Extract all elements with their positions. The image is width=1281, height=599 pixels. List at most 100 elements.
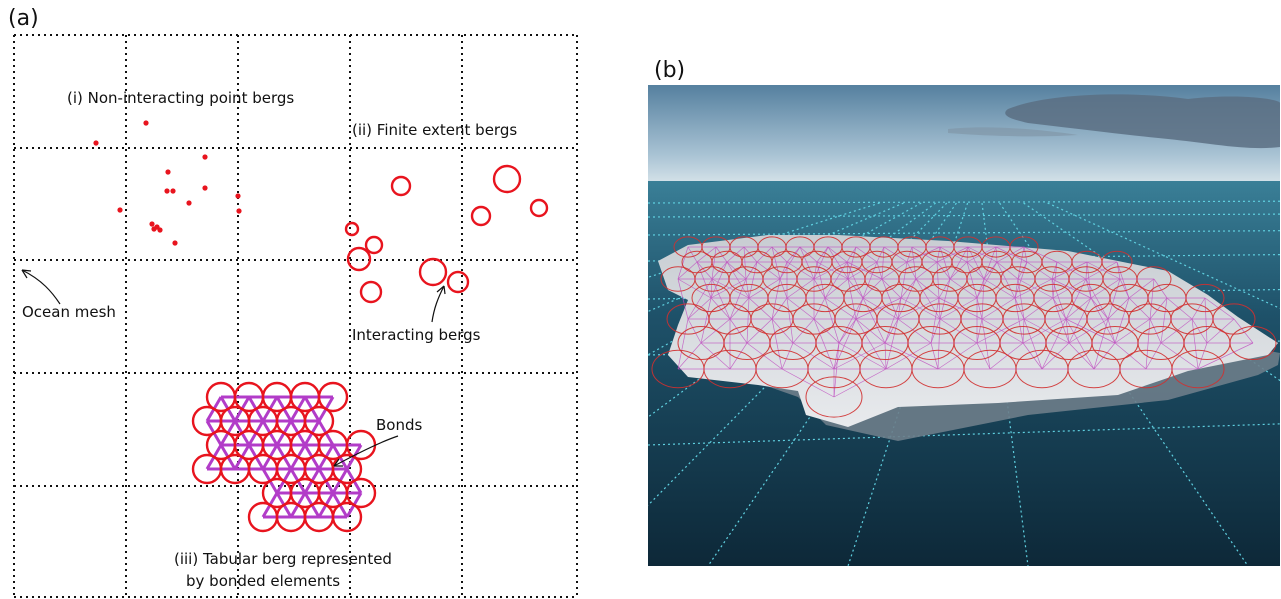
photo-bond bbox=[838, 342, 887, 370]
photo-bond bbox=[846, 261, 864, 299]
photo-bond bbox=[939, 246, 951, 280]
photo-bond bbox=[1085, 261, 1118, 280]
photo-bond bbox=[862, 297, 899, 320]
photo-bond bbox=[816, 261, 826, 299]
photo-bond bbox=[862, 278, 883, 299]
photo-bond bbox=[771, 318, 783, 370]
ocean-mesh-arrow bbox=[21, 269, 61, 305]
photo-bond bbox=[710, 261, 728, 299]
photo-bond bbox=[1065, 318, 1070, 344]
photo-bond bbox=[816, 246, 829, 263]
photo-bond bbox=[966, 246, 997, 263]
photo-bond bbox=[939, 246, 968, 263]
photo-bond bbox=[677, 342, 702, 370]
finite-berg-2 bbox=[470, 205, 492, 227]
photo-bond bbox=[786, 297, 794, 344]
tabular-element-25 bbox=[345, 477, 377, 509]
photo-bond bbox=[936, 246, 969, 263]
photo-bond bbox=[983, 278, 1016, 299]
photo-bond bbox=[745, 261, 758, 280]
tabular-element-4 bbox=[317, 381, 349, 413]
photo-bond bbox=[1233, 318, 1254, 344]
photo-bond bbox=[900, 261, 908, 299]
photo-mesh-radial-5 bbox=[707, 202, 957, 566]
interacting-arrow bbox=[431, 285, 445, 323]
photo-bond bbox=[966, 246, 969, 263]
interacting-arrowhead bbox=[436, 285, 446, 295]
photo-bond bbox=[911, 246, 938, 263]
photo-bond bbox=[1051, 261, 1058, 280]
photo-bond bbox=[996, 246, 1025, 263]
photo-bond bbox=[976, 278, 985, 299]
photo-bond bbox=[981, 297, 1016, 320]
photo-mesh-horizontal-0 bbox=[648, 200, 1280, 204]
photo-bond bbox=[983, 246, 997, 280]
photo-bond bbox=[696, 261, 713, 280]
photo-bond bbox=[711, 261, 728, 280]
photo-bond bbox=[855, 297, 864, 320]
photo-bond bbox=[1052, 297, 1067, 320]
photo-bond bbox=[729, 318, 748, 344]
photo-bond bbox=[1153, 278, 1168, 299]
finite-berg-4 bbox=[344, 221, 360, 237]
photo-bond bbox=[827, 246, 849, 280]
photo-bond bbox=[1090, 297, 1109, 320]
photo-bond bbox=[1065, 318, 1095, 370]
photo-bond bbox=[884, 297, 902, 344]
point-bergs-label: (i) Non-interacting point bergs bbox=[67, 89, 295, 107]
photo-bond bbox=[976, 342, 991, 370]
photo-bond bbox=[779, 278, 788, 299]
photo-bond bbox=[936, 261, 951, 280]
photo-bond bbox=[710, 278, 747, 299]
point-berg-9 bbox=[117, 207, 123, 213]
finite-bergs bbox=[344, 164, 549, 304]
point-berg-14 bbox=[151, 226, 157, 232]
photo-bond bbox=[1086, 261, 1092, 299]
photo-bond bbox=[967, 246, 998, 263]
photo-bond bbox=[1149, 318, 1162, 344]
photo-bond bbox=[1017, 278, 1025, 320]
photo-bond bbox=[1014, 278, 1053, 299]
photo-bond bbox=[677, 278, 689, 320]
photo-element-27 bbox=[1101, 250, 1133, 274]
photo-bond bbox=[1085, 261, 1088, 280]
photo-bond bbox=[1114, 342, 1147, 370]
photo-bond bbox=[989, 342, 1024, 370]
photo-bond bbox=[1114, 318, 1151, 344]
photo-bond bbox=[813, 318, 835, 370]
photo-bond bbox=[677, 246, 689, 280]
photo-bond bbox=[1056, 261, 1087, 280]
photo-bond bbox=[746, 342, 783, 370]
finite-berg-3 bbox=[529, 198, 549, 218]
photo-bond bbox=[838, 318, 857, 344]
interacting-bergs-label: Interacting bergs bbox=[352, 326, 481, 344]
photo-bond bbox=[745, 278, 750, 299]
photo-bond bbox=[1197, 342, 1208, 370]
photo-bond bbox=[1017, 278, 1054, 299]
photo-bond bbox=[846, 261, 883, 280]
photo-bond bbox=[1191, 318, 1208, 344]
photo-bond bbox=[771, 246, 788, 263]
photo-bond bbox=[1051, 278, 1054, 299]
panel-b-label: (b) bbox=[654, 58, 686, 83]
photo-bond bbox=[687, 278, 713, 320]
photo-bond bbox=[1145, 318, 1151, 370]
photo-bond bbox=[726, 261, 750, 299]
photo-bond bbox=[1149, 278, 1155, 320]
photo-bond bbox=[847, 261, 878, 280]
photo-bond bbox=[846, 261, 849, 280]
photo-bond bbox=[1090, 278, 1121, 299]
photo-bond bbox=[1093, 342, 1116, 370]
point-berg-8 bbox=[235, 193, 241, 199]
photo-bond bbox=[996, 261, 1016, 299]
photo-bond bbox=[677, 278, 712, 299]
photo-bond bbox=[1191, 297, 1206, 320]
photo-bond bbox=[1085, 278, 1092, 299]
photo-bond bbox=[1128, 297, 1151, 320]
photo-bond bbox=[1022, 318, 1067, 344]
photo-bond bbox=[1086, 261, 1121, 280]
photo-element-94 bbox=[1171, 349, 1225, 389]
photo-element-56 bbox=[1185, 283, 1225, 313]
photo-bond bbox=[930, 318, 941, 344]
photo-bond bbox=[1068, 342, 1095, 370]
